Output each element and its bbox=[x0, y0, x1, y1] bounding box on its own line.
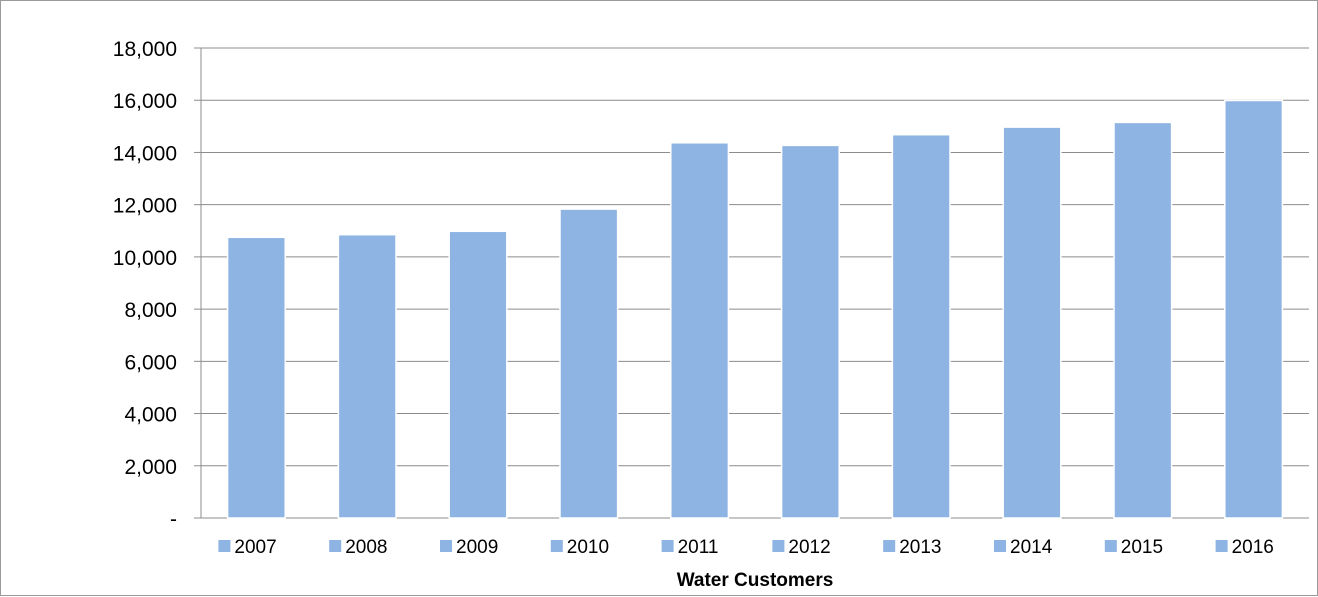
bars bbox=[226, 99, 1284, 519]
bar-2013 bbox=[891, 133, 951, 519]
legend-label-2016: 2016 bbox=[1232, 537, 1274, 558]
legend-swatch bbox=[661, 540, 674, 552]
legend: 2007 2008 2009 2010 2011 2012 2013 2014 2015 2016 bbox=[218, 537, 1274, 558]
y-tick-label: 4,000 bbox=[124, 404, 177, 427]
legend-swatch bbox=[883, 540, 896, 552]
bar-2012 bbox=[780, 144, 840, 519]
legend-swatch bbox=[550, 540, 563, 552]
bar-2008 bbox=[337, 233, 397, 519]
y-tick-label: 6,000 bbox=[124, 351, 177, 374]
y-tick-label: 18,000 bbox=[113, 38, 177, 61]
x-axis-title: Water Customers bbox=[677, 570, 834, 591]
bar-2016 bbox=[1224, 99, 1284, 519]
legend-label-2010: 2010 bbox=[567, 537, 609, 558]
y-tick-label: 12,000 bbox=[113, 195, 177, 218]
y-tick-label: 16,000 bbox=[113, 90, 177, 113]
y-tick-label: 2,000 bbox=[124, 456, 177, 479]
legend-label-2009: 2009 bbox=[456, 537, 498, 558]
legend-label-2012: 2012 bbox=[788, 537, 830, 558]
legend-label-2007: 2007 bbox=[234, 537, 276, 558]
bar-2009 bbox=[448, 230, 508, 519]
legend-label-2013: 2013 bbox=[899, 537, 941, 558]
legend-swatch bbox=[994, 540, 1006, 552]
legend-swatch bbox=[1215, 540, 1228, 552]
legend-label-2008: 2008 bbox=[345, 537, 387, 558]
y-axis-ticks: - 2,000 4,000 6,000 8,000 10,000 12,000 14,000 1… bbox=[113, 38, 177, 531]
legend-label-2011: 2011 bbox=[678, 537, 719, 558]
bar-2011 bbox=[670, 142, 730, 519]
bar-2014 bbox=[1002, 126, 1062, 519]
legend-swatch bbox=[329, 540, 342, 552]
legend-swatch bbox=[772, 540, 785, 552]
bar-2015 bbox=[1113, 121, 1173, 519]
bar-2010 bbox=[559, 208, 619, 519]
legend-label-2014: 2014 bbox=[1010, 537, 1053, 558]
y-tick-label: 14,000 bbox=[113, 142, 177, 165]
y-tick-label: 10,000 bbox=[113, 247, 177, 270]
y-tick-label: 8,000 bbox=[124, 299, 177, 322]
legend-swatch bbox=[440, 540, 452, 552]
legend-swatch bbox=[1104, 540, 1117, 552]
legend-label-2015: 2015 bbox=[1121, 537, 1163, 558]
legend-swatch bbox=[218, 540, 231, 552]
y-tick-label: - bbox=[170, 508, 177, 531]
bar-2007 bbox=[226, 236, 286, 519]
